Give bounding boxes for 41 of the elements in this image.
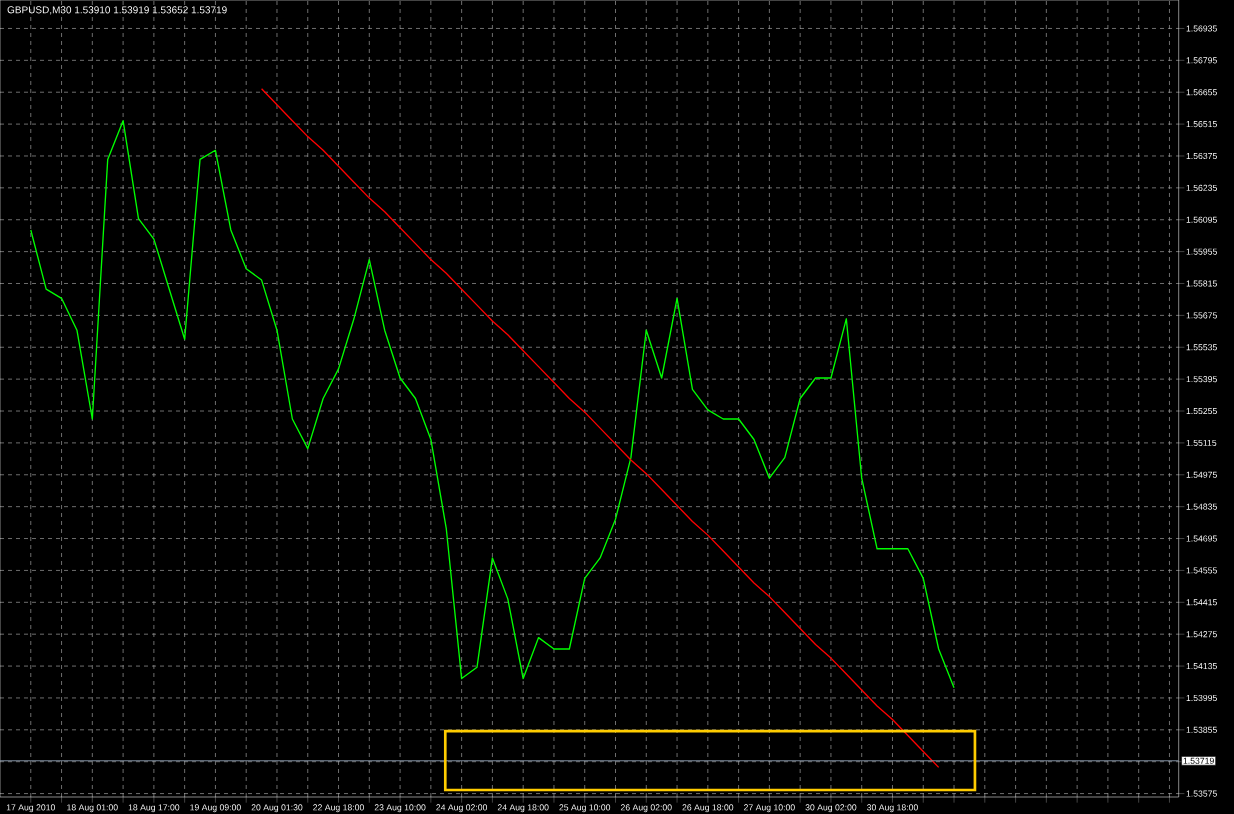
x-tick-label: 23 Aug 10:00 [374, 804, 426, 813]
y-tick-label: 1.54975 [1186, 471, 1217, 478]
y-tick-label: 1.55535 [1186, 344, 1217, 351]
y-tick-label: 1.54695 [1186, 535, 1217, 542]
y-tick-label: 1.53575 [1186, 790, 1217, 797]
x-tick-label: 17 Aug 2010 [6, 804, 55, 813]
x-tick-label: 30 Aug 18:00 [867, 804, 918, 813]
y-tick-label: 1.55115 [1186, 439, 1217, 446]
x-tick-label: 24 Aug 02:00 [436, 804, 488, 813]
y-tick-label: 1.56375 [1186, 152, 1217, 160]
x-tick-label: 27 Aug 10:00 [744, 804, 795, 813]
y-tick-label: 1.56095 [1186, 216, 1217, 223]
x-tick-label: 22 Aug 18:00 [313, 804, 364, 813]
y-tick-label: 1.54835 [1186, 503, 1217, 510]
y-tick-label: 1.54415 [1186, 599, 1217, 606]
y-tick-label: 1.55955 [1186, 248, 1217, 255]
y-tick-label: 1.55255 [1186, 407, 1217, 415]
y-tick-label: 1.53855 [1186, 726, 1217, 733]
y-tick-label: 1.54555 [1186, 567, 1217, 574]
y-tick-label: 1.54275 [1186, 631, 1217, 638]
text: GBPUSD,M30 1.53910 1.53919 1.53652 1.53719 [7, 6, 227, 15]
x-tick-label: 20 Aug 01:30 [251, 804, 303, 813]
x-tick-label: 26 Aug 02:00 [620, 804, 672, 813]
x-tick-label: 30 Aug 02:00 [805, 804, 857, 813]
y-tick-label: 1.56795 [1186, 57, 1217, 64]
y-tick-label: 1.56655 [1186, 89, 1217, 96]
y-tick-label: 1.54135 [1186, 663, 1217, 670]
x-tick-label: 18 Aug 17:00 [128, 804, 180, 813]
y-tick-label: 1.55675 [1186, 312, 1217, 319]
y-tick-label: 1.56235 [1186, 184, 1217, 191]
y-tick-label: 1.55815 [1186, 280, 1217, 287]
x-tick-label: 18 Aug 01:00 [67, 804, 118, 813]
y-tick-label: 1.53995 [1186, 694, 1217, 702]
y-tick-label: 1.55395 [1186, 376, 1217, 383]
x-tick-label: 19 Aug 09:00 [190, 804, 241, 813]
x-tick-label: 24 Aug 18:00 [497, 804, 549, 813]
y-tick-label: 1.56515 [1186, 121, 1217, 128]
ref-line-label: 1.53719 [1183, 757, 1214, 764]
x-tick-label: 25 Aug 10:00 [559, 804, 611, 813]
y-tick-label: 1.56935 [1186, 25, 1217, 32]
x-tick-label: 26 Aug 18:00 [682, 804, 734, 813]
